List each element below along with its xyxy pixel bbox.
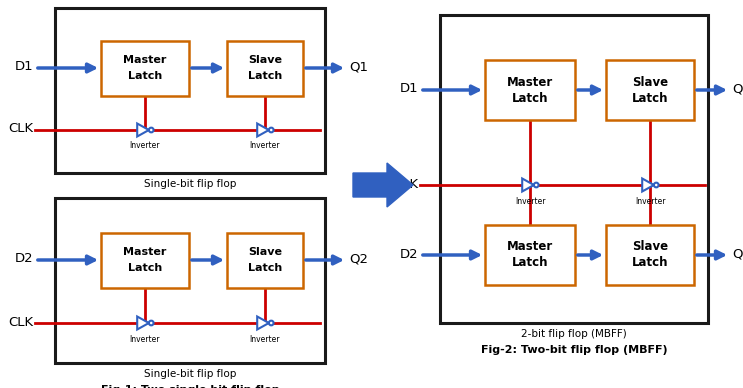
Text: Latch: Latch <box>512 256 548 270</box>
FancyBboxPatch shape <box>227 232 303 288</box>
Text: Q1: Q1 <box>732 83 743 95</box>
FancyBboxPatch shape <box>485 225 575 285</box>
FancyArrow shape <box>353 163 413 207</box>
Text: Latch: Latch <box>128 71 162 81</box>
Text: Fig-1: Two single bit flip flop: Fig-1: Two single bit flip flop <box>101 385 279 388</box>
FancyBboxPatch shape <box>485 60 575 120</box>
Text: Inverter: Inverter <box>130 142 160 151</box>
FancyBboxPatch shape <box>606 60 694 120</box>
Circle shape <box>269 320 273 326</box>
Text: Master: Master <box>507 76 553 88</box>
Text: Single-bit flip flop: Single-bit flip flop <box>144 369 236 379</box>
FancyBboxPatch shape <box>606 225 694 285</box>
Text: Latch: Latch <box>248 263 282 273</box>
Text: Slave: Slave <box>248 55 282 65</box>
Text: Master: Master <box>123 55 166 65</box>
Text: CLK: CLK <box>393 177 418 191</box>
Text: Inverter: Inverter <box>250 142 280 151</box>
Text: Master: Master <box>123 247 166 257</box>
Text: Q2: Q2 <box>732 248 743 260</box>
Text: D1: D1 <box>14 61 33 73</box>
Text: Latch: Latch <box>248 71 282 81</box>
Circle shape <box>269 128 273 132</box>
FancyBboxPatch shape <box>101 232 189 288</box>
Text: Q1: Q1 <box>349 61 368 73</box>
Polygon shape <box>137 123 149 137</box>
Text: Slave: Slave <box>632 76 668 88</box>
Text: Latch: Latch <box>512 92 548 104</box>
FancyBboxPatch shape <box>101 40 189 95</box>
Text: Inverter: Inverter <box>130 334 160 343</box>
Text: CLK: CLK <box>8 123 33 135</box>
Text: Inverter: Inverter <box>250 334 280 343</box>
Text: D2: D2 <box>14 253 33 265</box>
Polygon shape <box>257 317 269 329</box>
Text: Single-bit flip flop: Single-bit flip flop <box>144 179 236 189</box>
Text: Inverter: Inverter <box>515 196 545 206</box>
Text: 2-bit flip flop (MBFF): 2-bit flip flop (MBFF) <box>521 329 627 339</box>
FancyBboxPatch shape <box>227 40 303 95</box>
Circle shape <box>654 183 658 187</box>
Text: Inverter: Inverter <box>635 196 665 206</box>
FancyBboxPatch shape <box>440 15 708 323</box>
Text: Q2: Q2 <box>349 253 368 265</box>
Text: Latch: Latch <box>632 256 668 270</box>
Text: Latch: Latch <box>128 263 162 273</box>
FancyBboxPatch shape <box>55 8 325 173</box>
Text: Master: Master <box>507 241 553 253</box>
Circle shape <box>149 320 154 326</box>
Circle shape <box>149 128 154 132</box>
Text: CLK: CLK <box>8 315 33 329</box>
Text: D2: D2 <box>400 248 418 260</box>
Text: Slave: Slave <box>632 241 668 253</box>
FancyBboxPatch shape <box>55 198 325 363</box>
Text: Slave: Slave <box>248 247 282 257</box>
Polygon shape <box>522 178 534 192</box>
Polygon shape <box>257 123 269 137</box>
Text: D1: D1 <box>400 83 418 95</box>
Text: Latch: Latch <box>632 92 668 104</box>
Circle shape <box>534 183 539 187</box>
Text: Fig-2: Two-bit flip flop (MBFF): Fig-2: Two-bit flip flop (MBFF) <box>481 345 667 355</box>
Polygon shape <box>137 317 149 329</box>
Polygon shape <box>642 178 654 192</box>
